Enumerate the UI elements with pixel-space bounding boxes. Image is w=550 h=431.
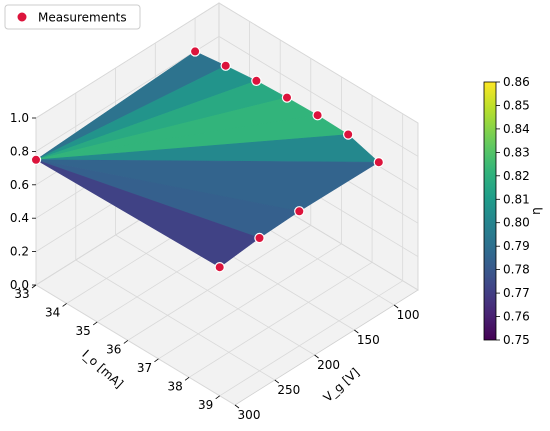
x-tick-label: 150	[357, 333, 380, 347]
x-tick-label: 200	[317, 358, 340, 372]
x-tick-mark	[234, 404, 240, 409]
measurement-point	[312, 109, 323, 121]
z-tick-label: 1.0	[10, 111, 29, 125]
z-tick-label: 0.2	[10, 245, 29, 259]
colorbar-tick-label: 0.76	[503, 310, 530, 324]
measurement-point	[254, 232, 265, 244]
x-tick-mark	[314, 354, 319, 359]
measurement-markers	[30, 46, 384, 273]
colorbar: 0.75 0.76 0.77 0.78 0.79 0.80 0.81 0.82 0.83 0.84…	[483, 75, 543, 347]
colorbar-tick-label: 0.85	[503, 99, 530, 113]
legend: Measurements	[4, 4, 141, 30]
y-tick-mark	[154, 358, 159, 363]
measurement-point	[373, 156, 384, 168]
x-tick-mark	[274, 379, 280, 384]
axis-ticks: 100 150 200 250 300 33 34 35 36 37 38 39 0.0 0.2 0.4 0.…	[10, 111, 420, 422]
y-tick-label: 33	[14, 287, 29, 301]
colorbar-tick-label: 0.84	[503, 122, 530, 136]
y-tick-mark	[92, 321, 98, 326]
z-gridline	[35, 35, 419, 157]
y-tick-mark	[31, 284, 37, 289]
colorbar-label: η	[529, 207, 543, 215]
measurement-point	[251, 75, 262, 87]
colorbar-ticks: 0.75 0.76 0.77 0.78 0.79 0.80 0.81 0.82 0.83 0.84…	[496, 75, 530, 347]
y-tick-mark	[215, 395, 220, 400]
y-tick-label: 35	[76, 324, 91, 338]
y-tick-mark	[62, 303, 67, 307]
measurement-point	[343, 129, 354, 140]
measurement-point	[220, 60, 231, 71]
measurement-point	[294, 206, 305, 217]
x-tick-label: 250	[277, 383, 300, 397]
z-gridline	[35, 2, 419, 124]
y-tick-label: 38	[167, 379, 182, 393]
x-tick-label: 300	[238, 408, 261, 422]
surface-plot	[35, 51, 380, 268]
colorbar-tick-label: 0.83	[503, 145, 530, 159]
legend-marker	[16, 11, 28, 23]
y-tick-label: 39	[198, 398, 213, 412]
y-tick-mark	[184, 376, 190, 381]
colorbar-tick-label: 0.79	[503, 239, 530, 253]
colorbar-tick-label: 0.86	[503, 75, 530, 89]
x-tick-mark	[393, 304, 399, 309]
measurement-point	[281, 92, 293, 103]
colorbar-tick-label: 0.81	[503, 192, 530, 206]
z-tick-label: 0.8	[10, 144, 29, 158]
colorbar-tick-label: 0.82	[503, 169, 530, 183]
measurement-point	[214, 262, 225, 273]
legend-box	[4, 4, 141, 30]
colorbar-tick-label: 0.78	[503, 263, 530, 277]
x-tick-label: 100	[397, 308, 420, 322]
surface-facet	[35, 159, 261, 268]
z-tick-label: 0.6	[10, 178, 29, 192]
measurement-point	[30, 154, 42, 165]
y-tick-label: 37	[137, 361, 152, 375]
legend-label: Measurements	[38, 11, 127, 25]
x-tick-mark	[354, 329, 359, 334]
y-tick-label: 36	[106, 342, 121, 356]
z-tick-label: 0.0	[10, 278, 29, 292]
y-tick-mark	[123, 340, 129, 344]
colorbar-tick-label: 0.80	[503, 216, 530, 230]
colorbar-tick-label: 0.75	[503, 333, 530, 347]
colorbar-tick-label: 0.77	[503, 286, 530, 300]
colorbar-gradient	[483, 81, 497, 341]
z-tick-label: 0.4	[10, 211, 29, 225]
measurement-point	[189, 46, 201, 57]
y-tick-label: 34	[45, 306, 60, 320]
